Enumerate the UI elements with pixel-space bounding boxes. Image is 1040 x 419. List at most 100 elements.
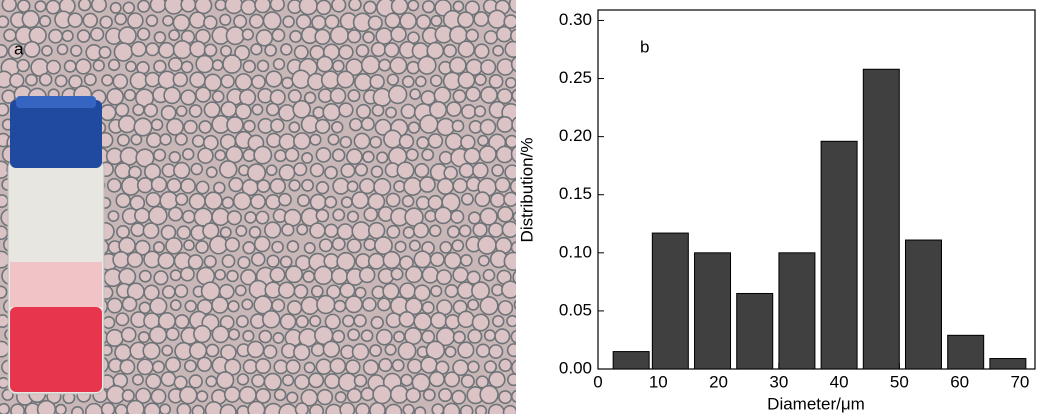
droplet (136, 177, 154, 194)
droplet (369, 74, 385, 90)
droplet (397, 341, 417, 361)
droplet (165, 356, 182, 373)
droplet (265, 164, 278, 177)
droplet (137, 0, 151, 13)
droplet (511, 89, 516, 102)
droplet (496, 58, 515, 76)
droplet (34, 0, 47, 13)
droplet (253, 235, 271, 253)
droplet (386, 73, 400, 86)
droplet (162, 14, 174, 27)
droplet (133, 117, 153, 137)
droplet (68, 74, 83, 89)
droplet (503, 14, 516, 29)
droplet (320, 70, 340, 90)
droplet (203, 15, 218, 30)
droplet (135, 148, 155, 168)
droplet (236, 373, 250, 386)
droplet (235, 224, 248, 237)
droplet (160, 105, 177, 121)
droplet (385, 192, 401, 208)
droplet (188, 341, 208, 360)
droplet (143, 103, 158, 118)
droplet (421, 266, 440, 284)
droplet (168, 206, 184, 222)
droplet (504, 164, 516, 181)
droplet (1, 0, 18, 13)
droplet (421, 329, 436, 344)
droplet (121, 296, 138, 312)
droplet (465, 28, 479, 43)
droplet (429, 74, 443, 88)
droplet (332, 177, 350, 195)
droplet (183, 359, 197, 373)
droplet (496, 115, 514, 133)
droplet (167, 56, 183, 72)
droplet (0, 102, 10, 117)
droplet (479, 207, 498, 226)
droplet (71, 406, 84, 414)
droplet (494, 176, 511, 193)
droplet (223, 386, 241, 403)
droplet (250, 251, 266, 267)
vial-liquid-top (10, 262, 102, 307)
y-tick-label: 0.30 (559, 10, 592, 29)
droplet (390, 0, 409, 16)
droplet (145, 42, 160, 57)
droplet (174, 284, 189, 299)
droplet (98, 45, 112, 59)
droplet (109, 1, 122, 14)
droplet (327, 133, 340, 146)
droplet (16, 0, 31, 13)
droplet (369, 135, 383, 149)
y-tick-label: 0.15 (559, 184, 592, 203)
droplet (181, 209, 196, 224)
droplet (474, 73, 487, 87)
droplet (238, 88, 257, 106)
droplet (510, 56, 516, 73)
droplet (148, 325, 168, 345)
droplet (116, 224, 130, 239)
droplet (272, 332, 285, 344)
droplet (159, 403, 172, 414)
droplet (151, 360, 166, 374)
droplet (413, 284, 431, 302)
droplet (331, 237, 346, 251)
droplet (143, 402, 161, 414)
x-tick-label: 30 (769, 372, 788, 391)
droplet (479, 296, 499, 316)
droplet (316, 388, 334, 406)
droplet (339, 135, 353, 149)
droplet (145, 14, 159, 27)
panel-label: b (640, 37, 649, 56)
droplet (54, 74, 68, 88)
droplet (436, 177, 454, 195)
droplet (309, 162, 325, 178)
droplet (273, 388, 287, 402)
droplet (132, 373, 144, 386)
droplet (383, 42, 400, 58)
bar (862, 68, 900, 370)
droplet (359, 177, 376, 195)
droplet (329, 357, 347, 375)
droplet (242, 329, 255, 343)
droplet (374, 236, 393, 255)
droplet (363, 207, 379, 222)
droplet (195, 86, 212, 103)
droplet (166, 177, 182, 194)
droplet (324, 195, 338, 209)
droplet (262, 11, 282, 31)
droplet (188, 11, 207, 29)
droplet (467, 328, 483, 344)
droplet (221, 196, 235, 209)
droplet (346, 387, 363, 404)
droplet (409, 88, 422, 100)
droplet (443, 251, 462, 270)
droplet (145, 191, 162, 208)
droplet (331, 121, 344, 134)
droplet (240, 0, 257, 16)
droplet (509, 28, 516, 44)
y-tick-label: 0.05 (559, 300, 592, 319)
droplet (180, 178, 196, 194)
droplet (333, 299, 347, 313)
